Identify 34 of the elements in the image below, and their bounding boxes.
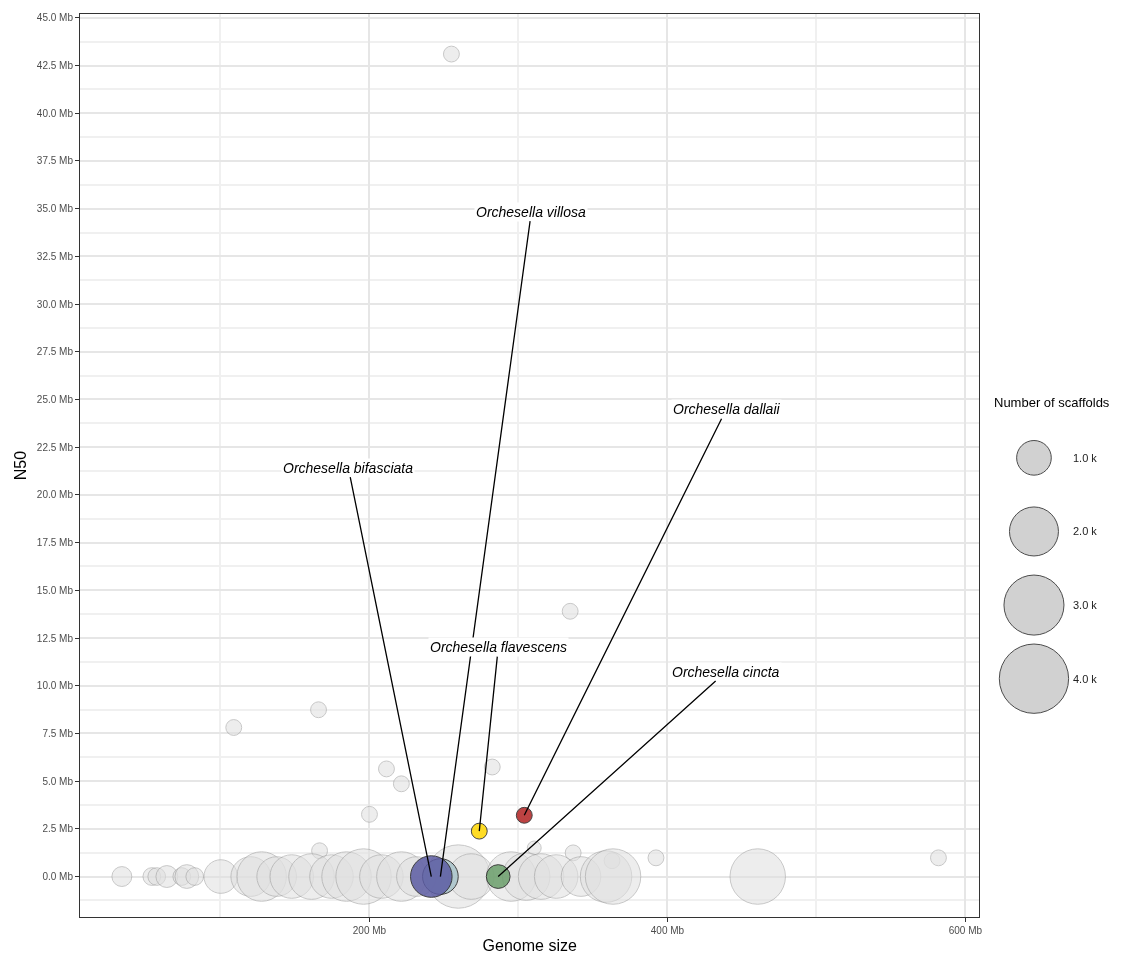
x-tick-label: 400 Mb — [650, 925, 685, 936]
y-tick-label: 0.0 Mb — [42, 871, 74, 883]
y-tick-label: 7.5 Mb — [42, 727, 74, 739]
y-tick-label: 40.0 Mb — [36, 107, 74, 119]
annotation: Orchesella dallaii — [673, 401, 781, 417]
y-tick-label: 42.5 Mb — [36, 60, 74, 72]
annotation: Orchesella cincta — [672, 664, 780, 680]
y-tick-label: 25.0 Mb — [36, 393, 74, 405]
x-tick-label: 200 Mb — [352, 925, 387, 936]
y-tick-label: 10.0 Mb — [36, 680, 74, 692]
x-axis-title: Genome size — [482, 936, 577, 954]
y-tick-label: 35.0 Mb — [36, 203, 74, 215]
y-tick-label: 17.5 Mb — [36, 537, 74, 549]
legend-label: 1.0 k — [1073, 452, 1098, 464]
y-tick-label: 20.0 Mb — [36, 489, 74, 501]
y-tick-label: 5.0 Mb — [42, 775, 74, 787]
legend-label: 4.0 k — [1073, 673, 1098, 685]
annotation: Orchesella flavescens — [430, 639, 567, 655]
annotation: Orchesella villosa — [476, 204, 586, 220]
y-tick-label: 2.5 Mb — [42, 823, 74, 835]
y-tick-label: 12.5 Mb — [36, 632, 74, 644]
legend-title: Number of scaffolds — [994, 395, 1110, 410]
y-axis-title: N50 — [11, 450, 29, 481]
y-tick-label: 45.0 Mb — [36, 12, 74, 24]
y-tick-label: 22.5 Mb — [36, 441, 74, 453]
y-tick-label: 37.5 Mb — [36, 155, 74, 167]
legend-label: 2.0 k — [1073, 525, 1098, 537]
x-tick-label: 600 Mb — [948, 925, 983, 936]
y-tick-label: 32.5 Mb — [36, 250, 74, 262]
y-tick-label: 27.5 Mb — [36, 346, 74, 358]
y-tick-label: 15.0 Mb — [36, 584, 74, 596]
legend-label: 3.0 k — [1073, 599, 1098, 611]
y-tick-label: 30.0 Mb — [36, 298, 74, 310]
annotation: Orchesella bifasciata — [283, 460, 414, 476]
